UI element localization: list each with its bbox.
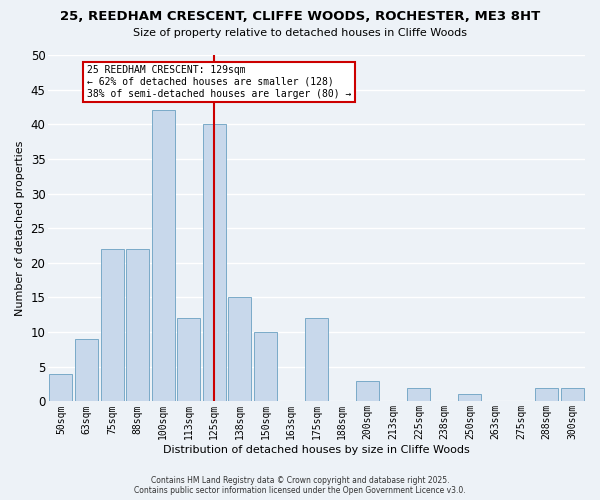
Bar (305, 318, 328, 402)
Bar (126, 249, 149, 402)
Bar (561, 388, 584, 402)
X-axis label: Distribution of detached houses by size in Cliffe Woods: Distribution of detached houses by size … (163, 445, 470, 455)
Bar (49, 374, 73, 402)
Text: Size of property relative to detached houses in Cliffe Woods: Size of property relative to detached ho… (133, 28, 467, 38)
Text: Contains public sector information licensed under the Open Government Licence v3: Contains public sector information licen… (134, 486, 466, 495)
Text: 25, REEDHAM CRESCENT, CLIFFE WOODS, ROCHESTER, ME3 8HT: 25, REEDHAM CRESCENT, CLIFFE WOODS, ROCH… (60, 10, 540, 23)
Bar (177, 318, 200, 402)
Bar (254, 332, 277, 402)
Bar (101, 249, 124, 402)
Y-axis label: Number of detached properties: Number of detached properties (15, 140, 25, 316)
Text: Contains HM Land Registry data © Crown copyright and database right 2025.: Contains HM Land Registry data © Crown c… (151, 476, 449, 485)
Bar (407, 388, 430, 402)
Bar (535, 388, 558, 402)
Bar (356, 380, 379, 402)
Bar (203, 124, 226, 402)
Bar (152, 110, 175, 402)
Bar (229, 298, 251, 402)
Bar (75, 339, 98, 402)
Bar (458, 394, 481, 402)
Text: 25 REEDHAM CRESCENT: 129sqm
← 62% of detached houses are smaller (128)
38% of se: 25 REEDHAM CRESCENT: 129sqm ← 62% of det… (86, 66, 351, 98)
